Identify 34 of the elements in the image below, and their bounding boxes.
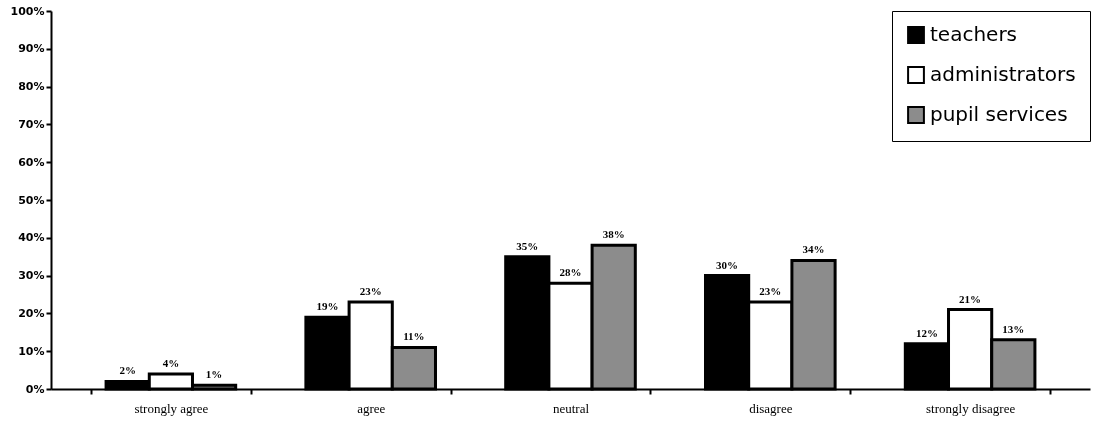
data-label: 13% bbox=[1002, 322, 1025, 335]
y-tick-label: 40% bbox=[18, 231, 45, 245]
data-label: 1% bbox=[205, 368, 223, 381]
x-tick-label: disagree bbox=[749, 400, 793, 416]
data-label: 28% bbox=[559, 266, 582, 279]
y-tick-label: 100% bbox=[10, 4, 45, 18]
data-label: 38% bbox=[602, 228, 625, 241]
y-tick-label: 20% bbox=[18, 306, 45, 320]
data-label: 30% bbox=[716, 258, 739, 271]
data-label: 35% bbox=[516, 239, 539, 252]
y-tick-label: 80% bbox=[18, 80, 45, 94]
y-tick-label: 0% bbox=[25, 382, 45, 396]
data-label: 12% bbox=[915, 326, 938, 339]
legend-label: teachers bbox=[930, 22, 1018, 46]
data-label: 21% bbox=[959, 292, 982, 305]
x-tick-label: neutral bbox=[552, 400, 590, 416]
data-label: 23% bbox=[359, 285, 382, 298]
data-label: 11% bbox=[403, 330, 425, 343]
y-tick-label: 10% bbox=[18, 344, 45, 358]
data-label: 34% bbox=[802, 243, 825, 256]
legend-label: administrators bbox=[930, 62, 1076, 86]
y-tick-label: 60% bbox=[18, 155, 45, 169]
y-tick-label: 50% bbox=[18, 193, 45, 207]
data-label: 2% bbox=[119, 364, 136, 377]
data-label: 4% bbox=[162, 356, 180, 369]
y-tick-label: 70% bbox=[18, 117, 45, 131]
x-tick-label: agree bbox=[357, 400, 386, 416]
x-tick-label: strongly disagree bbox=[926, 400, 1016, 416]
data-label: 23% bbox=[759, 285, 782, 298]
legend-label: pupil services bbox=[930, 102, 1068, 126]
y-tick-label: 30% bbox=[18, 269, 45, 283]
x-tick-label: strongly agree bbox=[134, 400, 209, 416]
y-tick-label: 90% bbox=[18, 42, 45, 56]
data-label: 19% bbox=[316, 300, 339, 313]
